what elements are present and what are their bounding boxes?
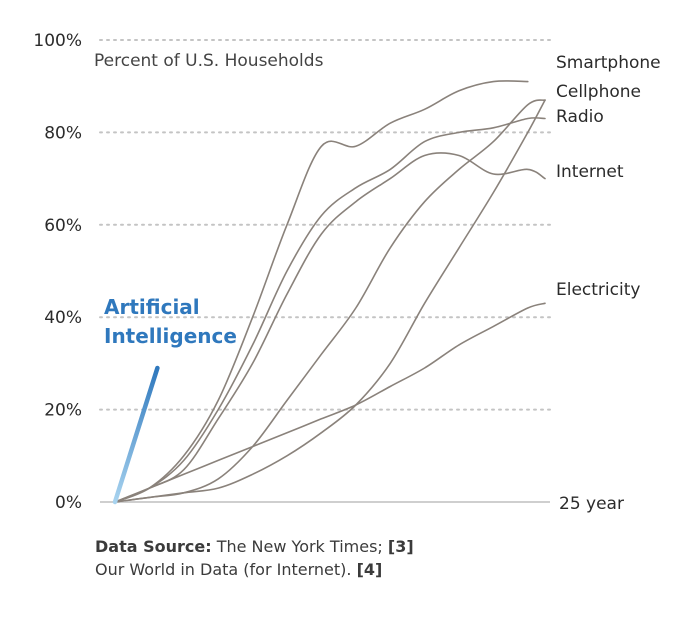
series-line-smartphone: [114, 80, 529, 503]
source-ref2: [4]: [356, 560, 383, 579]
series-line-radio: [114, 117, 546, 503]
series-line-unlabeled-5: [114, 99, 546, 503]
y-tick-label: 0%: [55, 493, 82, 513]
series-labels: Smartphone Cellphone Radio Internet Electric…: [556, 53, 661, 300]
ai-highlight: Artificial Intelligence: [104, 295, 237, 505]
series-lines: [114, 80, 546, 503]
data-source: Data Source: The New York Times; [3] Our…: [95, 535, 414, 581]
y-tick-label: 80%: [44, 123, 82, 143]
y-tick-label: 40%: [44, 308, 82, 328]
source-ref1: [3]: [387, 537, 414, 556]
y-tick-label: 20%: [44, 401, 82, 421]
series-line-artificial-intelligence: [112, 365, 160, 505]
y-tick-label: 60%: [44, 216, 82, 236]
y-tick-label: 100%: [33, 31, 82, 51]
series-label-radio: Radio: [556, 107, 604, 127]
ai-label-line2: Intelligence: [104, 324, 237, 348]
series-label-internet: Internet: [556, 162, 624, 182]
x-end-label: 25 year: [559, 494, 624, 514]
y-axis: 0% 20% 40% 60% 80% 100%: [33, 31, 82, 513]
series-line-electricity: [114, 302, 546, 503]
series-line-internet: [114, 152, 546, 503]
source-line2: Our World in Data (for Internet). [4]: [95, 558, 414, 581]
source-prefix: Data Source:: [95, 537, 212, 556]
ai-label-line1: Artificial: [104, 295, 200, 319]
source-text2: Our World in Data (for Internet).: [95, 560, 357, 579]
source-line1: Data Source: The New York Times; [3]: [95, 535, 414, 558]
source-text1: The New York Times;: [211, 537, 388, 556]
series-label-electricity: Electricity: [556, 280, 640, 300]
series-label-smartphone: Smartphone: [556, 53, 661, 73]
chart-title: Percent of U.S. Households: [94, 51, 324, 71]
grid: [99, 39, 551, 503]
series-label-cellphone: Cellphone: [556, 82, 641, 102]
